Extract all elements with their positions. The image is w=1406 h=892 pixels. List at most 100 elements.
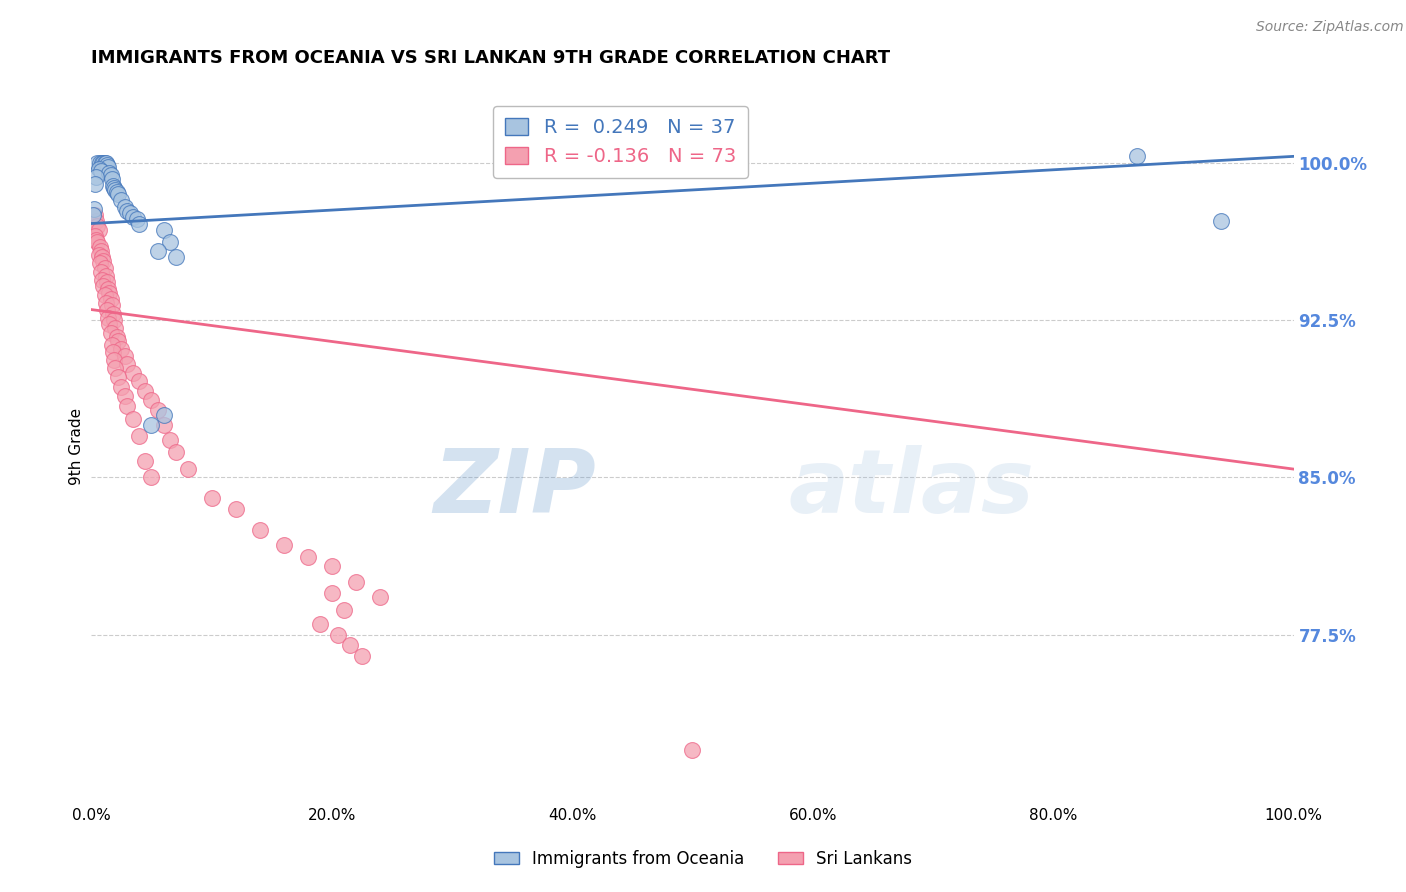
Point (681, 743, 703, 757)
Point (82, 208, 104, 222)
Point (107, 187, 129, 202)
Point (97, 282, 120, 296)
Point (84, 170, 107, 185)
Point (165, 250, 187, 264)
Point (146, 244, 169, 258)
Point (152, 408, 174, 422)
Point (87, 248, 110, 262)
Point (104, 321, 127, 335)
Point (84, 208, 107, 222)
Point (141, 417, 163, 432)
Point (101, 344, 124, 359)
Point (159, 235, 181, 250)
Point (94, 296, 117, 310)
Point (104, 183, 127, 197)
Point (339, 639, 361, 653)
Point (110, 380, 132, 394)
Point (91, 250, 114, 264)
Point (128, 428, 150, 442)
Point (96, 302, 118, 317)
Point (152, 417, 174, 432)
Point (90, 265, 112, 279)
Point (89, 155, 111, 169)
Point (110, 194, 132, 208)
Point (249, 523, 271, 537)
Y-axis label: 9th Grade: 9th Grade (69, 408, 84, 484)
Point (93, 279, 115, 293)
Point (122, 211, 145, 225)
Point (89, 239, 111, 253)
Point (122, 366, 145, 380)
Point (118, 206, 141, 220)
Point (97, 160, 120, 174)
Point (93, 260, 115, 275)
Legend: R =  0.249   N = 37, R = -0.136   N = 73: R = 0.249 N = 37, R = -0.136 N = 73 (494, 106, 748, 178)
Point (1126, 149, 1149, 163)
Point (165, 445, 187, 459)
Point (122, 411, 145, 425)
Point (101, 298, 124, 312)
Point (350, 648, 373, 663)
Point (107, 334, 129, 348)
Point (117, 357, 139, 371)
Point (100, 292, 122, 306)
Point (273, 538, 295, 552)
Text: ZIP: ZIP (433, 445, 596, 533)
Point (97, 310, 120, 325)
Point (141, 470, 163, 484)
Point (159, 433, 181, 447)
Point (93, 155, 115, 169)
Point (110, 343, 132, 357)
Point (91, 273, 114, 287)
Point (101, 307, 124, 321)
Point (1211, 214, 1233, 228)
Point (98, 285, 121, 300)
Point (96, 158, 118, 172)
Point (84, 214, 107, 228)
Point (114, 200, 136, 214)
Point (176, 462, 198, 476)
Point (105, 330, 128, 344)
Point (101, 178, 124, 193)
Point (114, 389, 136, 403)
Point (152, 223, 174, 237)
Point (96, 275, 118, 289)
Point (117, 399, 139, 413)
Point (103, 181, 125, 195)
Point (201, 491, 224, 506)
Point (101, 172, 124, 186)
Point (225, 502, 247, 516)
Point (297, 550, 319, 565)
Point (93, 254, 115, 268)
Point (344, 575, 367, 590)
Text: IMMIGRANTS FROM OCEANIA VS SRI LANKAN 9TH GRADE CORRELATION CHART: IMMIGRANTS FROM OCEANIA VS SRI LANKAN 9T… (91, 49, 890, 67)
Point (368, 590, 391, 604)
Point (107, 369, 129, 384)
Point (100, 326, 122, 340)
Point (333, 603, 356, 617)
Point (94, 268, 117, 283)
Point (100, 168, 122, 182)
Point (134, 453, 156, 467)
Point (103, 353, 125, 368)
Point (117, 203, 139, 218)
Point (134, 384, 156, 399)
Point (94, 155, 117, 169)
Point (91, 155, 114, 169)
Point (128, 217, 150, 231)
Point (84, 233, 107, 247)
Text: atlas: atlas (789, 445, 1035, 533)
Point (84, 177, 107, 191)
Point (105, 185, 128, 199)
Point (104, 361, 127, 376)
Point (87, 161, 110, 176)
Point (90, 244, 112, 258)
Point (93, 288, 115, 302)
Text: Source: ZipAtlas.com: Source: ZipAtlas.com (1256, 20, 1403, 34)
Point (326, 628, 349, 642)
Point (114, 349, 136, 363)
Point (90, 164, 112, 178)
Point (98, 166, 121, 180)
Point (89, 256, 111, 270)
Point (93, 155, 115, 169)
